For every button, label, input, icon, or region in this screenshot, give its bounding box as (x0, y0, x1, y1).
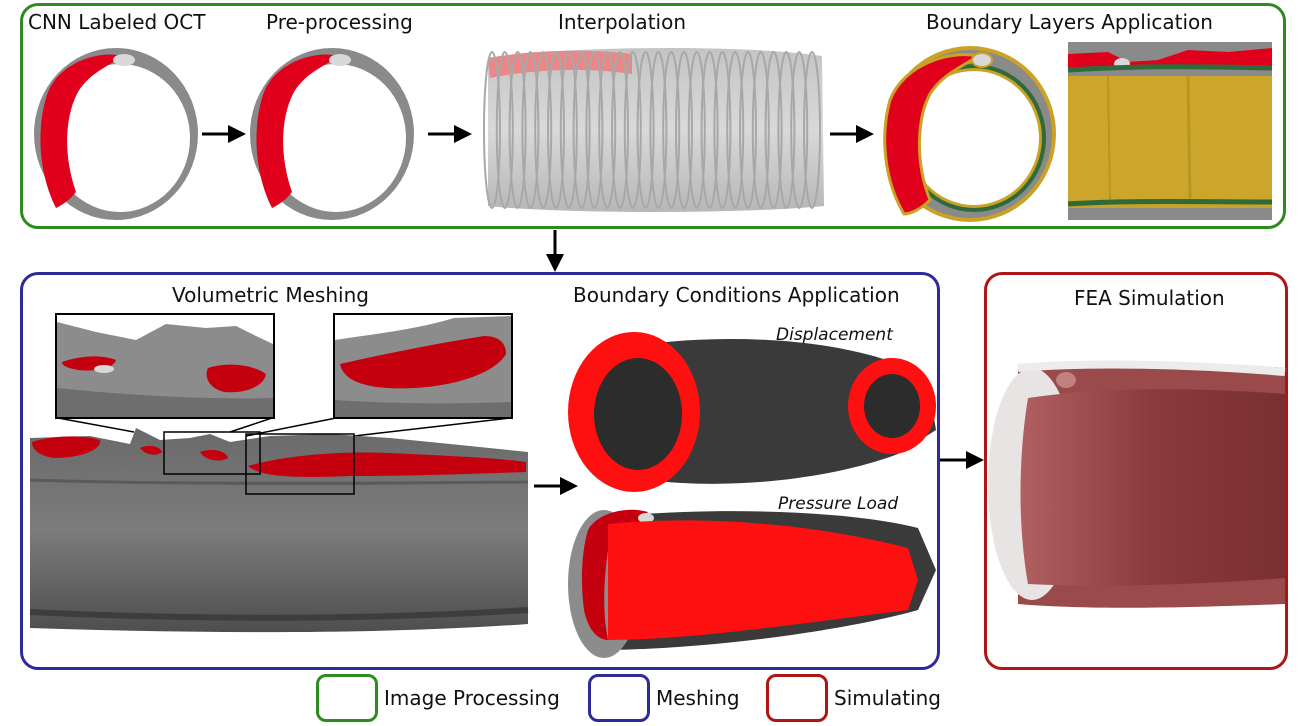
interpolation-slice-ring (790, 51, 809, 209)
legend-meshing-swatch (588, 674, 650, 722)
interpolation-slice-ring (687, 51, 706, 209)
interpolation-slice-ring (585, 51, 604, 209)
boundary-layers-title: Boundary Layers Application (926, 10, 1213, 34)
displacement-label: Displacement (776, 325, 893, 345)
interpolation-slice-ring (547, 51, 565, 209)
interpolation-slice-ring (764, 51, 783, 209)
interpolation-slice-ring (559, 51, 578, 209)
interpolation-slice-ring (598, 51, 617, 209)
interpolation-tube-image (483, 47, 824, 212)
interpolation-slice-ring (777, 51, 796, 209)
volumetric-mesh-image (29, 428, 529, 633)
boundary-layers-ring-image (883, 46, 1056, 222)
interpolation-slice-ring (700, 51, 719, 209)
arrow-right-icon (534, 477, 578, 495)
interpolation-slice-ring (649, 51, 668, 209)
interpolation-slice-ring (662, 51, 681, 209)
boundary-conditions-title: Boundary Conditions Application (573, 283, 900, 307)
arrow-down-icon (546, 230, 564, 272)
legend-simulating-label: Simulating (834, 686, 941, 710)
pressure-load-label: Pressure Load (778, 494, 899, 514)
interpolation-title: Interpolation (558, 10, 686, 34)
arrow-right-icon (428, 125, 472, 143)
interpolation-slice-ring (739, 51, 757, 209)
arrow-right-icon (202, 125, 246, 143)
interpolation-slice-ring (636, 51, 655, 209)
fea-simulation-title: FEA Simulation (1074, 286, 1225, 310)
image-processing-panel (20, 3, 1286, 229)
preprocessed-ring-image (250, 48, 414, 220)
arrow-right-icon (830, 125, 874, 143)
mesh-zoom-inset-right (333, 313, 513, 419)
legend-simulating-swatch (766, 674, 828, 722)
mesh-zoom-inset-left (55, 313, 275, 419)
interpolation-slice-ring (495, 51, 514, 209)
legend-image-processing-swatch (316, 674, 378, 722)
pressure-load-bc-image (568, 509, 936, 658)
interpolation-slice-ring (521, 51, 540, 209)
interpolation-slice-ring (713, 51, 732, 209)
cnn-oct-ring-image (34, 48, 198, 220)
volumetric-meshing-title: Volumetric Meshing (172, 283, 369, 307)
interpolation-slice-ring (483, 51, 501, 209)
interpolation-slice-ring (611, 51, 629, 209)
legend-meshing-label: Meshing (656, 686, 740, 710)
boundary-layers-strip-image (1067, 42, 1273, 220)
fea-simulation-image (988, 360, 1286, 608)
interpolation-slice-ring (572, 51, 591, 209)
legend-image-processing-label: Image Processing (384, 686, 560, 710)
interpolation-slice-ring (534, 51, 553, 209)
interpolation-slice-ring (508, 51, 527, 209)
meshing-panel (20, 272, 940, 670)
arrow-right-icon (940, 451, 984, 469)
interpolation-slice-ring (751, 51, 770, 209)
interpolation-slice-ring (726, 51, 745, 209)
interpolation-slice-ring (803, 51, 821, 209)
displacement-bc-image (568, 332, 936, 492)
interpolation-slice-ring (675, 51, 693, 209)
interpolation-slice-ring (623, 51, 642, 209)
cnn-labeled-oct-title: CNN Labeled OCT (28, 10, 206, 34)
simulation-panel (984, 272, 1288, 670)
preprocessing-title: Pre-processing (266, 10, 413, 34)
